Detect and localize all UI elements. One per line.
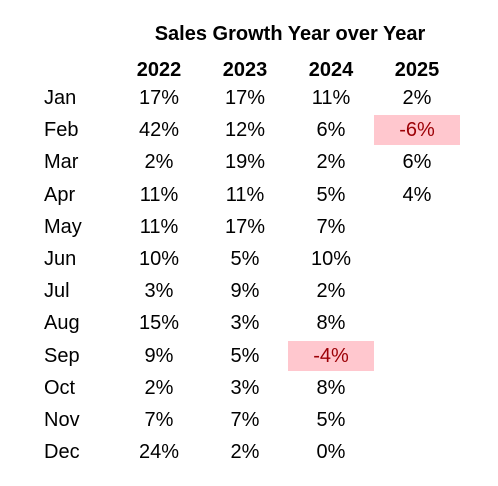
value-cell: 8% — [316, 312, 346, 335]
month-label: Jun — [44, 248, 77, 270]
month-label: Nov — [44, 409, 80, 431]
value-cell: 6% — [402, 151, 432, 174]
year-header: 2025 — [394, 59, 440, 81]
value-cell: 17% — [224, 87, 266, 109]
year-header: 2024 — [308, 59, 354, 81]
negative-value-cell: -6% — [374, 115, 460, 146]
value-cell: 7% — [144, 409, 174, 431]
value-cell: 11% — [139, 183, 179, 206]
month-label: Dec — [44, 441, 80, 464]
value-cell: 17% — [138, 87, 180, 109]
month-label: Aug — [44, 312, 80, 335]
month-label: Jan — [44, 87, 77, 109]
value-cell: 7% — [230, 409, 260, 431]
value-cell: 3% — [230, 376, 260, 399]
month-label: Apr — [44, 183, 76, 206]
value-cell: 8% — [316, 376, 346, 399]
value-cell: 17% — [224, 215, 266, 238]
value-cell: 11% — [311, 87, 351, 109]
value-cell: 2% — [316, 151, 346, 174]
value-cell: 7% — [316, 215, 346, 238]
value-cell: 15% — [138, 312, 180, 335]
value-cell: 5% — [230, 344, 260, 367]
value-cell: 42% — [138, 119, 180, 142]
value-cell: 6% — [316, 119, 346, 142]
value-cell: 2% — [402, 87, 432, 109]
value-cell: 2% — [316, 280, 346, 303]
month-label: Mar — [44, 151, 79, 174]
value-cell: 3% — [144, 280, 174, 303]
value-cell: 5% — [316, 183, 346, 206]
year-header: 2022 — [136, 59, 182, 81]
value-cell: 24% — [138, 441, 180, 464]
value-cell: 2% — [144, 151, 174, 174]
year-header: 2023 — [222, 59, 268, 81]
month-label: Oct — [44, 376, 76, 399]
value-cell: 10% — [310, 248, 352, 270]
value-cell: 3% — [230, 312, 260, 335]
value-cell: 0% — [316, 441, 346, 464]
value-cell: 11% — [225, 183, 265, 206]
value-cell: 9% — [144, 344, 174, 367]
value-cell: 4% — [402, 183, 432, 206]
value-cell: 5% — [230, 248, 260, 270]
month-label: Sep — [44, 344, 80, 367]
value-cell: 19% — [224, 151, 266, 174]
value-cell: 9% — [230, 280, 260, 303]
month-label: Feb — [44, 119, 79, 142]
value-cell: 5% — [316, 409, 346, 431]
value-cell: 11% — [139, 215, 179, 238]
table-title: Sales Growth Year over Year — [154, 23, 426, 45]
value-cell: 2% — [144, 376, 174, 399]
value-cell: 10% — [138, 248, 180, 270]
value-cell: 2% — [230, 441, 260, 464]
value-cell: 12% — [224, 119, 266, 142]
negative-value-cell: -4% — [288, 340, 374, 371]
month-label: Jul — [44, 280, 70, 303]
month-label: May — [44, 215, 82, 238]
